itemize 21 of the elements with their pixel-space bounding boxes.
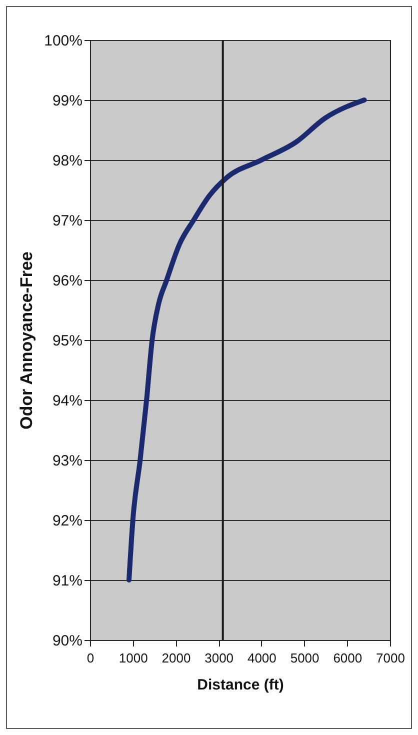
x-tick-label: 4000 xyxy=(247,650,276,666)
x-tick-label: 7000 xyxy=(376,650,405,666)
y-tick-label: 95% xyxy=(52,332,82,350)
x-tick-label: 5000 xyxy=(290,650,320,666)
y-axis-title: Odor Annoyance-Free xyxy=(17,252,36,430)
x-axis-title: Distance (ft) xyxy=(197,676,284,694)
x-tick-label: 6000 xyxy=(333,650,362,666)
x-tick-label: 1000 xyxy=(118,650,148,666)
y-tick-label: 93% xyxy=(52,452,82,470)
y-tick-label: 90% xyxy=(52,632,82,650)
x-tick-label: 0 xyxy=(86,650,94,666)
y-tick-label: 96% xyxy=(52,272,82,290)
y-tick-label: 97% xyxy=(52,212,82,230)
y-tick-label: 92% xyxy=(52,512,82,530)
y-tick-label: 99% xyxy=(52,92,82,110)
y-tick-label: 100% xyxy=(44,32,82,50)
x-tick-label: 3000 xyxy=(204,650,234,666)
y-tick-label: 91% xyxy=(52,572,82,590)
x-tick-label: 2000 xyxy=(162,650,191,666)
y-tick-label: 98% xyxy=(52,152,82,170)
y-tick-label: 94% xyxy=(52,392,82,410)
